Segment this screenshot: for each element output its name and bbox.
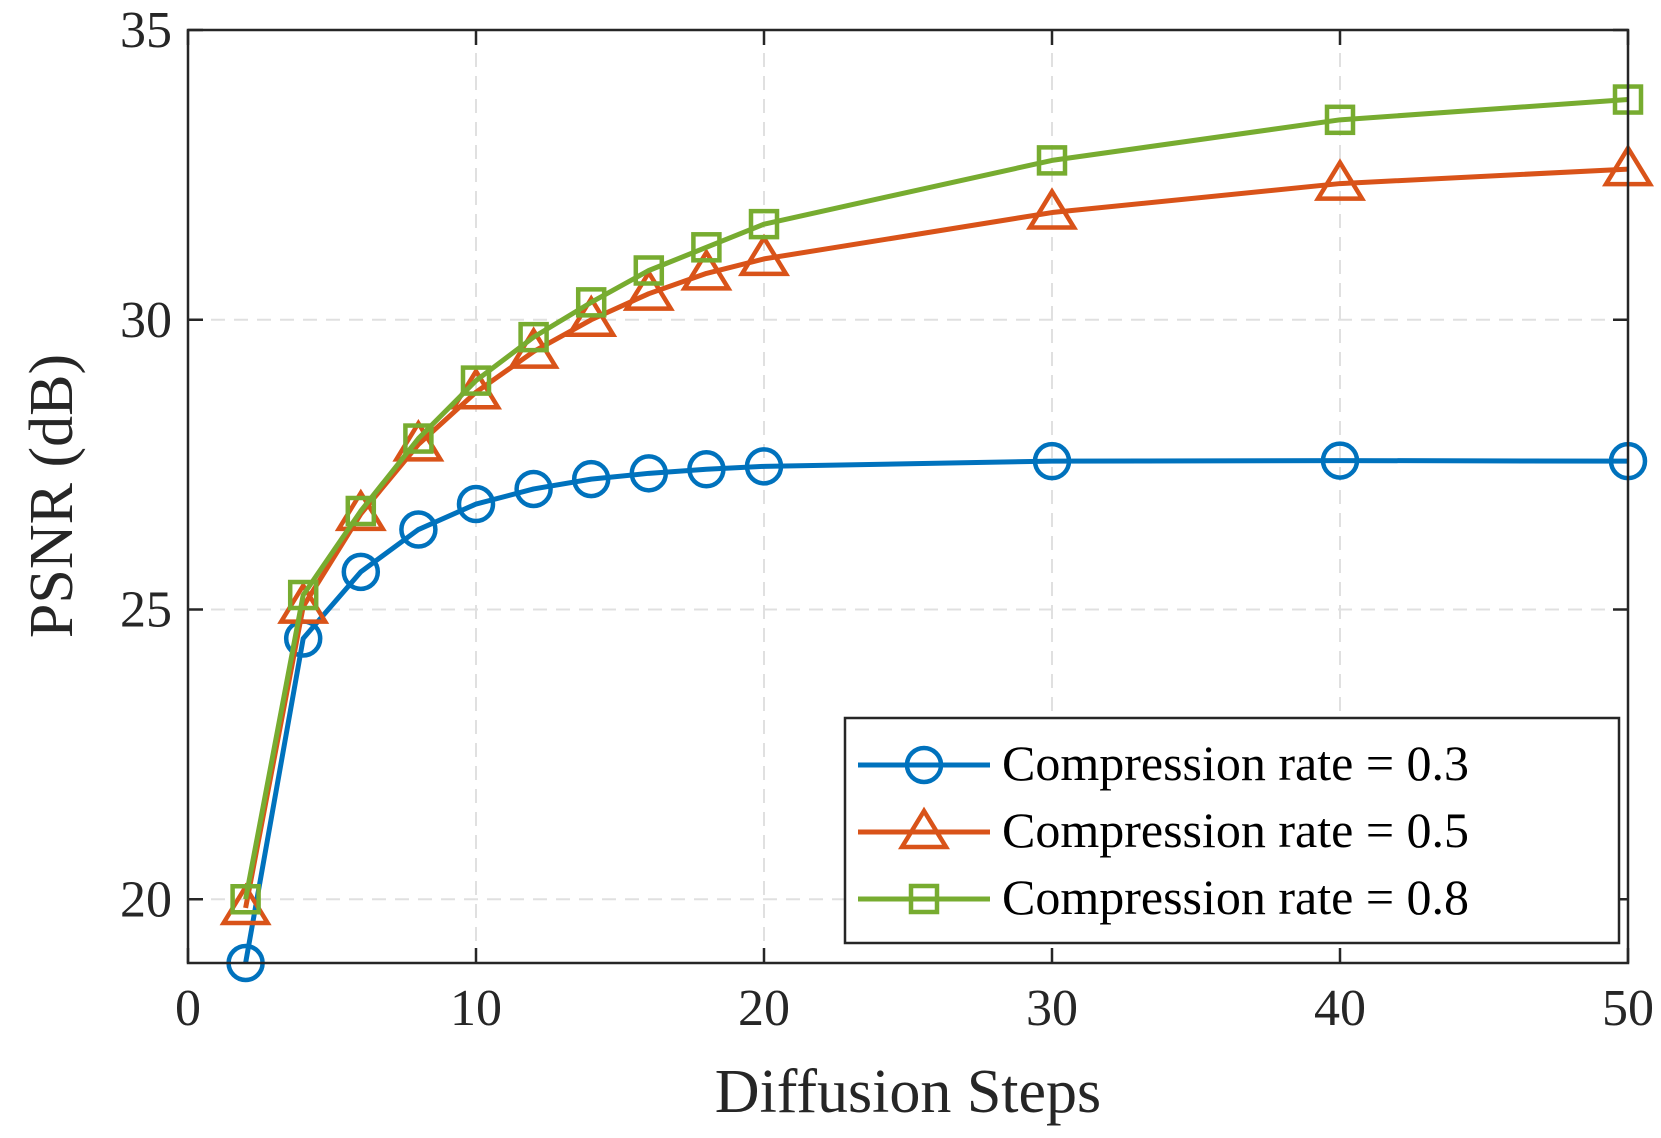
data-point (1032, 441, 1072, 481)
y-tick-label: 20 (120, 871, 172, 928)
data-point (571, 459, 611, 499)
legend-label: Compression rate = 0.8 (1002, 869, 1469, 925)
data-point (748, 208, 780, 240)
x-tick-label: 20 (738, 980, 790, 1037)
data-point (287, 579, 319, 611)
series-layer (219, 84, 1655, 983)
data-point (622, 268, 675, 311)
data-point (744, 447, 784, 486)
legend-label: Compression rate = 0.3 (1002, 735, 1469, 791)
data-point (403, 423, 434, 454)
series-3 (230, 84, 1644, 915)
axes-box (186, 28, 1630, 965)
legend-swatch-marker (904, 745, 944, 785)
data-point (1324, 104, 1356, 136)
legend-swatch-marker (897, 806, 951, 850)
y-axis-title: PSNR (dB) (18, 354, 86, 638)
legend-swatch-marker (908, 883, 940, 915)
series-1 (226, 441, 1648, 983)
data-point (1036, 145, 1068, 176)
legend-entry-3: Compression rate = 0.8 (858, 869, 1469, 925)
x-tick-label: 10 (450, 980, 502, 1037)
data-point (518, 321, 549, 353)
data-point (1025, 187, 1079, 230)
y-tick-label: 35 (120, 2, 172, 59)
data-point (1313, 158, 1367, 201)
data-point (633, 255, 665, 286)
legend-label: Compression rate = 0.5 (1002, 802, 1469, 858)
legend-entry-1: Compression rate = 0.3 (858, 735, 1469, 791)
series-line (243, 97, 1629, 900)
y-tick-label: 25 (120, 582, 172, 639)
data-point (230, 884, 261, 915)
x-tick-label: 40 (1314, 980, 1366, 1037)
series-line (243, 458, 1629, 964)
data-point (737, 233, 791, 277)
data-point (691, 232, 722, 263)
data-point (680, 248, 733, 291)
x-tick-label: 50 (1602, 980, 1654, 1037)
legend: Compression rate = 0.3 Compression rate =… (843, 716, 1621, 945)
data-point (629, 454, 669, 493)
data-point (460, 365, 492, 396)
data-point (514, 469, 553, 509)
legend-entry-2: Compression rate = 0.5 (858, 802, 1469, 858)
data-point (575, 287, 607, 318)
x-tick-label: 0 (175, 980, 201, 1037)
y-tick-label: 30 (120, 292, 172, 349)
data-point (456, 484, 496, 524)
data-point (687, 450, 726, 489)
x-axis-title: Diffusion Steps (715, 1058, 1101, 1126)
data-point (341, 552, 381, 592)
data-point (399, 510, 438, 549)
x-tick-label: 30 (1026, 980, 1078, 1037)
data-point (345, 495, 377, 527)
ticks: 0 10 20 30 40 50 20 25 30 35 (120, 2, 1654, 1037)
data-point (1320, 441, 1360, 480)
